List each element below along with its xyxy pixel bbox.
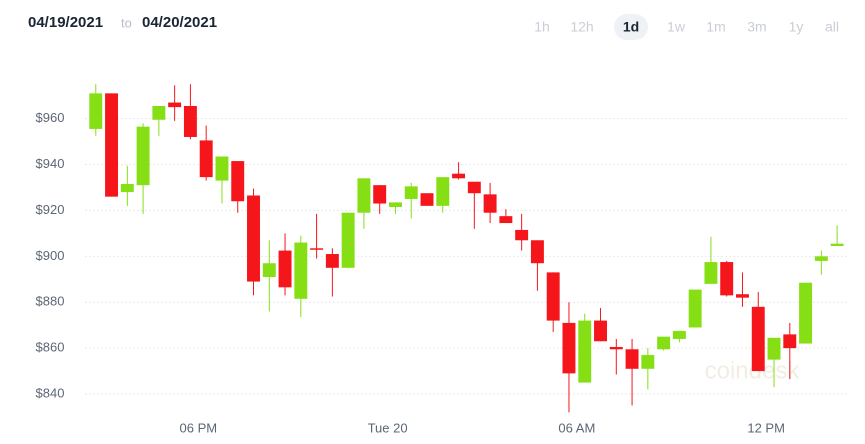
x-tick-label: 06 AM	[558, 420, 595, 435]
candle-body	[247, 195, 260, 282]
y-tick-label: $900	[36, 248, 65, 263]
candle-body	[420, 193, 434, 206]
candle-body	[388, 202, 402, 207]
candle-body	[515, 229, 529, 241]
candle-body	[199, 140, 213, 178]
candle-body	[783, 334, 797, 349]
candle-body	[404, 186, 418, 199]
candle-body	[231, 161, 245, 202]
date-to-word: to	[121, 15, 132, 30]
candle-body	[799, 282, 813, 344]
y-tick-label: $920	[36, 202, 65, 217]
candle-body	[546, 272, 560, 321]
candle-body	[341, 212, 355, 268]
candle-body	[215, 156, 229, 181]
candle-body	[751, 306, 765, 372]
candle-body	[736, 294, 749, 298]
candle-body	[325, 254, 339, 268]
range-button[interactable]: 1h	[534, 19, 550, 35]
candle-body	[641, 355, 655, 369]
candle-body	[89, 93, 103, 129]
range-button[interactable]: 1w	[667, 19, 686, 35]
range-button[interactable]: all	[825, 19, 839, 35]
candle-body	[436, 177, 450, 206]
candle-body	[373, 185, 387, 204]
candle-body	[105, 93, 119, 197]
x-tick-label: 06 PM	[180, 420, 218, 435]
candle-body	[152, 105, 166, 120]
candle-body	[594, 320, 607, 342]
candle-body	[310, 248, 324, 250]
candle-body	[830, 243, 844, 246]
x-tick-label: Tue 20	[368, 420, 408, 435]
candle-body	[183, 105, 197, 137]
range-button[interactable]: 1m	[706, 19, 725, 35]
candle-body	[467, 181, 481, 194]
candle-body	[168, 102, 182, 108]
range-button[interactable]: 3m	[747, 19, 766, 35]
candle-body	[657, 336, 671, 350]
candle-body	[499, 216, 513, 224]
range-button[interactable]: 12h	[570, 19, 593, 35]
candle-body	[814, 256, 828, 261]
candle-body	[278, 250, 292, 288]
y-tick-label: $940	[36, 156, 65, 171]
date-from: 04/19/2021	[28, 14, 103, 31]
candle-body	[720, 262, 734, 296]
candle-body	[294, 242, 308, 299]
candle-body	[625, 349, 639, 369]
range-button[interactable]: 1d	[623, 19, 639, 35]
range-button[interactable]: 1y	[789, 19, 804, 35]
candle-body	[136, 126, 150, 186]
candle-body	[704, 262, 718, 284]
candle-body	[452, 173, 466, 179]
candle-body	[672, 330, 686, 339]
y-tick-label: $960	[36, 110, 65, 125]
candle-body	[357, 178, 371, 213]
y-tick-label: $840	[36, 385, 65, 400]
candle-body	[530, 240, 544, 264]
candle-body	[262, 263, 276, 277]
candle-body	[562, 322, 576, 374]
date-to: 04/20/2021	[142, 14, 217, 31]
candle-body	[688, 289, 702, 328]
y-tick-label: $880	[36, 294, 65, 309]
candle-body	[483, 194, 497, 213]
candle-body	[578, 320, 592, 383]
candle-body	[767, 337, 781, 360]
x-tick-label: 12 PM	[747, 420, 785, 435]
candle-body	[120, 184, 134, 193]
range-highlight	[614, 14, 648, 40]
y-tick-label: $860	[36, 340, 65, 355]
candle-body	[609, 346, 623, 350]
